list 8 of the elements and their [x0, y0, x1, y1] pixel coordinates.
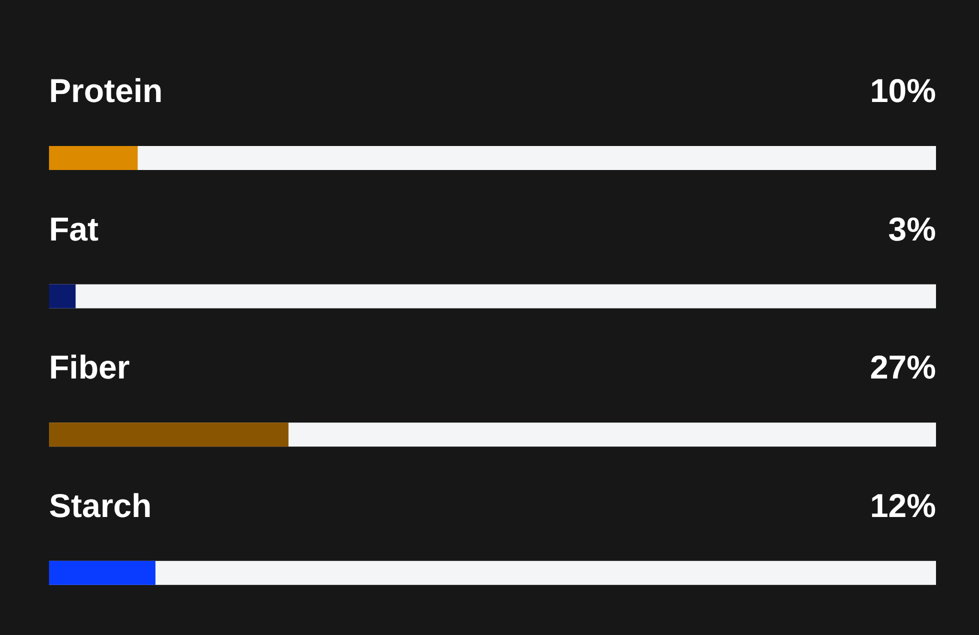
y-tick-label: Protein	[49, 72, 163, 109]
data-label: 12%	[870, 486, 936, 524]
data-label: 10%	[870, 72, 936, 109]
data-label: 3%	[888, 210, 936, 248]
data-label: 27%	[870, 348, 936, 386]
y-tick-label: Fiber	[49, 348, 130, 386]
y-tick-label: Starch	[49, 486, 152, 524]
y-tick-label: Fat	[49, 210, 99, 248]
